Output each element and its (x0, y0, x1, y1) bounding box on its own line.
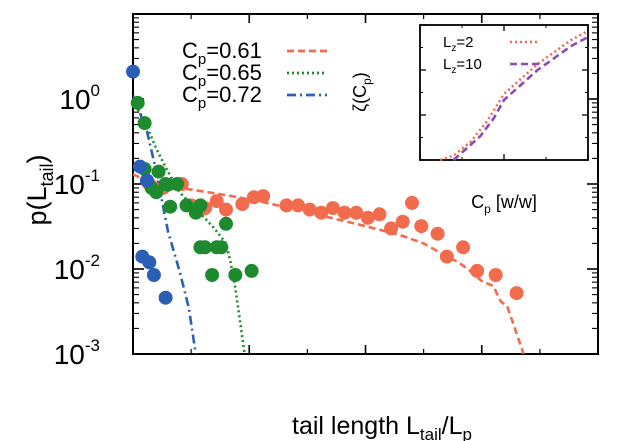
main-data-layer (133, 95, 525, 354)
data-point-s0-24 (439, 249, 454, 264)
data-point-s1-17 (205, 268, 220, 282)
data-point-s1-8 (170, 177, 185, 191)
data-point-s0-6 (219, 202, 233, 217)
data-point-s0-11 (291, 198, 306, 213)
data-point-s0-16 (349, 205, 364, 220)
data-point-s0-28 (509, 286, 524, 301)
inset-chart: Cp [w/w] ζ(Cp) Lz=2Lz=10 (350, 24, 589, 216)
data-point-s1-16 (214, 240, 229, 255)
inset-legend-label-1: Lz=10 (443, 56, 482, 76)
y-tick-label: 10-1 (54, 166, 100, 200)
inset-legend-label-0: Lz=2 (443, 34, 473, 54)
legend-label-1: Cp=0.65 (182, 60, 262, 90)
data-point-s2-1 (133, 159, 147, 174)
data-point-s2-5 (146, 268, 161, 282)
inset-x-axis-label: Cp [w/w] (471, 192, 537, 216)
data-point-s1-9 (163, 199, 178, 214)
data-point-s1-12 (193, 198, 208, 213)
data-point-s0-25 (456, 240, 471, 255)
data-point-s0-15 (337, 205, 352, 220)
data-point-s1-5 (151, 164, 166, 179)
data-point-s0-20 (395, 214, 410, 229)
data-point-s0-9 (256, 189, 271, 204)
data-point-s0-18 (372, 207, 387, 222)
data-point-s1-0 (130, 95, 145, 110)
data-point-s2-4 (142, 255, 157, 270)
data-point-s0-12 (302, 202, 317, 217)
data-point-s2-6 (158, 290, 173, 305)
data-point-s1-18 (228, 268, 243, 282)
data-point-s0-26 (470, 263, 485, 278)
data-point-s0-14 (325, 201, 340, 216)
data-point-s2-2 (139, 173, 154, 188)
data-point-s0-22 (414, 219, 429, 234)
y-tick-label: 10-3 (54, 336, 100, 370)
y-tick-label: 100 (59, 81, 100, 115)
data-point-s1-20 (244, 263, 259, 278)
data-point-s2-0 (126, 64, 140, 79)
series-line-1 (133, 100, 246, 354)
data-point-s0-13 (314, 205, 329, 220)
inset-series-line-0 (439, 29, 589, 162)
data-point-s1-1 (137, 116, 152, 131)
y-tick-label: 10-2 (54, 251, 100, 285)
series-line-2 (133, 95, 198, 354)
x-axis-label: tail length Ltail/Lp (292, 412, 472, 441)
legend-label-0: Cp=0.61 (182, 38, 262, 68)
inset-series-line-1 (452, 35, 589, 161)
data-point-s0-21 (405, 195, 419, 210)
data-point-s0-17 (360, 210, 375, 225)
data-point-s0-5 (209, 194, 224, 209)
legend-label-2: Cp=0.72 (182, 82, 262, 112)
data-point-s1-14 (198, 240, 213, 255)
data-point-s0-23 (430, 226, 445, 241)
data-point-s0-27 (488, 268, 503, 282)
data-point-s1-4 (149, 185, 164, 200)
data-point-s1-19 (219, 216, 233, 231)
y-axis-label: p(Ltail) (22, 154, 57, 225)
series-line-0 (133, 173, 525, 354)
data-point-s0-10 (279, 198, 294, 213)
inset-y-axis-label: ζ(Cp) (350, 72, 374, 112)
data-point-s0-7 (235, 197, 250, 212)
data-point-s0-19 (384, 221, 399, 236)
main-chart: 100 10-1 10-2 10-3 tail length Ltail/Lp p(Lta… (22, 13, 599, 441)
